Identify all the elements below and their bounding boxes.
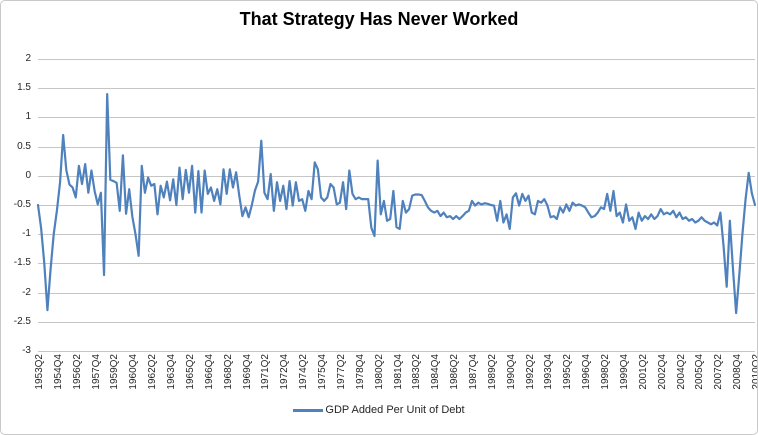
legend-line-swatch [293, 408, 324, 412]
y-tick-label: 0.5 [17, 140, 31, 152]
x-tick-label: 1966Q4 [203, 354, 215, 390]
legend: GDP Added Per Unit of Debt [1, 404, 757, 416]
x-tick-label: 2002Q4 [656, 354, 668, 390]
x-tick-label: 1969Q4 [241, 354, 253, 390]
x-tick-label: 1962Q2 [147, 354, 159, 390]
y-tick-label: 1.5 [17, 82, 31, 94]
legend-label: GDP Added Per Unit of Debt [325, 404, 465, 416]
gridline [38, 59, 755, 60]
y-tick-label: 0 [25, 169, 31, 181]
x-tick-label: 1960Q4 [128, 354, 140, 390]
x-tick-label: 1978Q4 [354, 354, 366, 390]
x-tick-label: 1992Q2 [524, 354, 536, 390]
y-tick-label: -0.5 [13, 199, 31, 210]
x-tick-label: 1993Q4 [543, 354, 555, 390]
x-tick-label: 1983Q2 [411, 354, 423, 390]
y-tick-label: -1 [22, 228, 31, 240]
x-tick-label: 1987Q4 [467, 354, 479, 390]
gridline [38, 205, 755, 206]
gridline [38, 351, 755, 352]
gridline [38, 292, 755, 294]
x-tick-label: 1990Q4 [505, 354, 517, 390]
x-tick-label: 1996Q4 [581, 354, 593, 390]
x-tick-label: 1953Q2 [34, 354, 45, 390]
x-tick-label: 2005Q4 [694, 354, 706, 390]
x-tick-label: 1986Q2 [449, 354, 461, 390]
gridline [38, 263, 755, 265]
gridline [38, 234, 755, 236]
plot-area [36, 59, 757, 352]
y-tick-label: -2.5 [13, 315, 31, 327]
x-tick-label: 1977Q2 [335, 354, 347, 390]
x-tick-label: 1981Q4 [392, 354, 404, 390]
x-tick-label: 1965Q2 [184, 354, 196, 390]
x-tick-label: 1957Q4 [90, 354, 102, 390]
x-tick-label: 1954Q4 [52, 354, 64, 390]
x-tick-label: 1999Q4 [618, 354, 630, 390]
gridline [38, 146, 755, 148]
chart-title: That Strategy Has Never Worked [239, 9, 519, 29]
x-tick-label: 1959Q2 [109, 354, 121, 390]
x-tick-label: 1989Q2 [486, 354, 498, 390]
x-tick-label: 2001Q2 [637, 354, 649, 390]
x-tick-label: 2010Q2 [751, 354, 758, 390]
x-tick-label: 1998Q2 [600, 354, 612, 390]
gdp-per-debt-line [36, 92, 757, 315]
x-tick-label: 1980Q2 [373, 354, 385, 390]
x-tick-label: 1956Q2 [71, 354, 83, 390]
y-tick-label: 1 [25, 111, 31, 123]
gridline [38, 88, 755, 90]
y-tick-label: 2 [25, 53, 31, 64]
x-tick-label: 1974Q2 [298, 354, 310, 390]
x-tick-label: 2008Q4 [732, 354, 744, 390]
x-tick-label: 1963Q4 [166, 354, 178, 390]
x-tick-label: 2004Q2 [675, 354, 687, 390]
x-tick-label: 2007Q2 [713, 354, 725, 390]
x-tick-label: 1984Q4 [430, 354, 442, 390]
gridline [38, 117, 755, 119]
x-tick-label: 1971Q2 [260, 354, 272, 390]
gridline [38, 321, 755, 323]
x-tick-label: 1995Q2 [562, 354, 574, 390]
x-tick-label: 1975Q4 [317, 354, 329, 390]
y-tick-label: -2 [22, 286, 31, 298]
y-tick-label: -3 [22, 345, 31, 356]
x-tick-label: 1972Q4 [279, 354, 291, 390]
series-svg [36, 92, 757, 315]
gridline [38, 175, 755, 177]
y-tick-label: -1.5 [13, 257, 31, 269]
x-tick-label: 1968Q2 [222, 354, 234, 390]
